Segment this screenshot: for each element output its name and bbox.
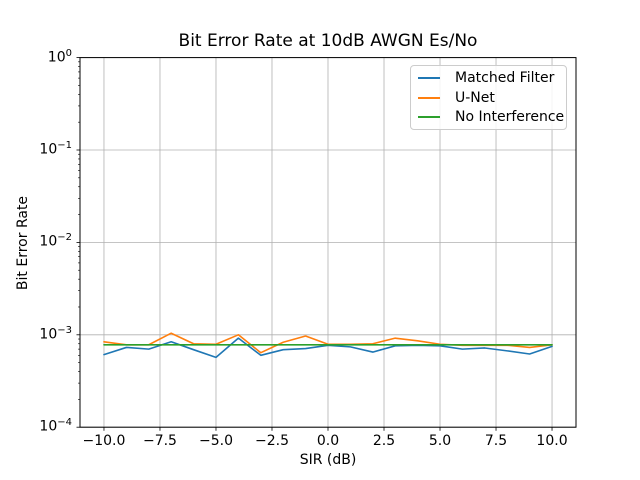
x-tick-label: 0.0 — [316, 433, 340, 449]
data-series-lines — [103, 332, 553, 359]
legend-label: Matched Filter — [455, 69, 555, 86]
x-tick-label: 10.0 — [536, 433, 568, 449]
chart-title: Bit Error Rate at 10dB AWGN Es/No — [178, 31, 478, 51]
legend-item-no-interference: No Interference — [411, 107, 566, 127]
x-axis-label: SIR (dB) — [299, 452, 357, 468]
axes-frame — [79, 57, 577, 428]
legend-label: U-Net — [455, 89, 495, 106]
y-tick-label: 100 — [47, 47, 72, 66]
x-tick-label: 2.5 — [372, 433, 396, 449]
unet-line-swatch — [418, 96, 440, 99]
legend: Matched Filter U-Net No Interference — [410, 65, 567, 130]
matched-filter-line-swatch — [418, 76, 440, 79]
x-tick-label: 7.5 — [484, 433, 508, 449]
x-tick-label: −7.5 — [142, 433, 177, 449]
legend-item-unet: U-Net — [411, 88, 566, 108]
x-tick-label: −2.5 — [254, 433, 289, 449]
legend-label: No Interference — [455, 109, 565, 126]
no-interference-line-swatch — [418, 116, 440, 119]
y-tick-label: 10−3 — [39, 324, 72, 343]
x-tick-label: −10.0 — [82, 433, 126, 449]
y-tick-label: 10−2 — [39, 232, 72, 251]
y-tick-label: 10−1 — [39, 140, 72, 158]
legend-item-matched-filter: Matched Filter — [411, 68, 566, 88]
x-tick-label: 5.0 — [428, 433, 452, 449]
y-axis-label: Bit Error Rate — [15, 195, 31, 291]
y-tick-label: 10−4 — [39, 417, 72, 435]
x-tick-label: −5.0 — [198, 433, 233, 449]
